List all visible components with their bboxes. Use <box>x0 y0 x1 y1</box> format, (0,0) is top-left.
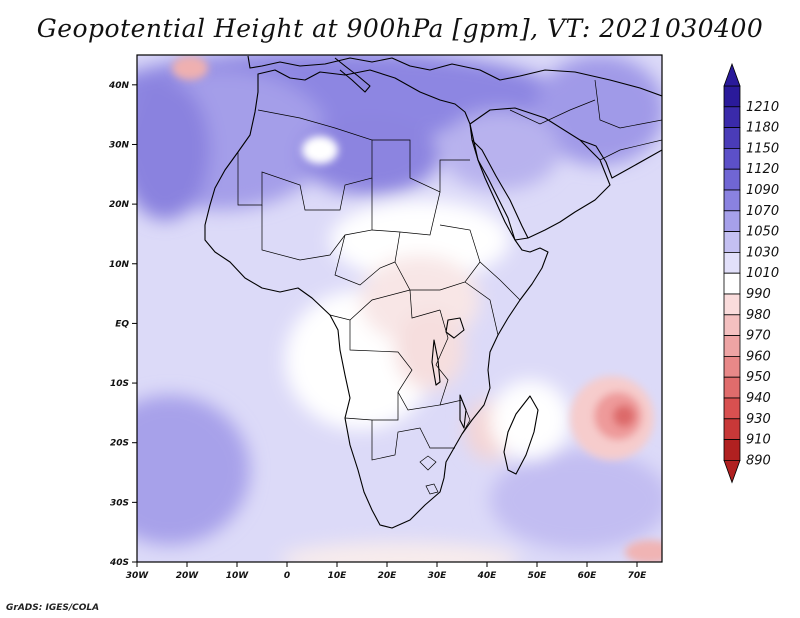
colorbar-segment <box>723 293 741 316</box>
lat-tick-label: 20N <box>109 200 130 210</box>
colorbar-segment <box>723 210 741 233</box>
colorbar-label: 1070 <box>746 204 779 219</box>
colorbar-label: 990 <box>746 287 771 302</box>
lat-tick-label: 10N <box>109 260 130 270</box>
persian-gulf <box>579 139 662 179</box>
colorbar-label: 950 <box>746 370 771 385</box>
lon-tick-label: 0 <box>284 571 290 581</box>
europe-coast <box>247 55 662 97</box>
colorbar-segment <box>723 439 741 461</box>
lake-victoria <box>445 317 465 339</box>
colorbar-segment <box>723 85 741 108</box>
colorbar-segment <box>723 127 741 149</box>
colorbar-label: 970 <box>746 329 771 344</box>
lon-tick-label: 20W <box>176 571 200 581</box>
colorbar-label: 980 <box>746 308 771 323</box>
map-figure: 40N 30N 20N 10N EQ 10S 20S 30S 40S 30W 20W 10W 0 10E… <box>108 54 779 581</box>
lon-tick-label: 40E <box>477 571 498 581</box>
colorbar-min-arrow <box>723 460 741 484</box>
colorbar-label: 1050 <box>746 225 779 240</box>
colorbar-label: 910 <box>746 433 771 448</box>
colorbar-segment <box>723 106 741 129</box>
lon-tick-label: 30W <box>126 571 150 581</box>
colorbar-label: 930 <box>746 412 771 427</box>
colorbar-max-arrow <box>723 62 741 87</box>
colorbar-segment <box>723 168 741 191</box>
lat-tick-label: 20S <box>110 439 129 449</box>
lon-tick-label: 10W <box>226 571 250 581</box>
colorbar-label: 1090 <box>746 183 779 198</box>
colorbar-segment <box>723 397 741 420</box>
lon-tick-label: 60E <box>578 571 598 581</box>
colorbar-segment <box>723 376 741 399</box>
lat-tick-label: 40N <box>108 81 130 91</box>
colorbar-label: 1120 <box>746 162 779 177</box>
country-borders <box>237 79 662 495</box>
madagascar <box>503 395 539 475</box>
lat-tick-label: 30N <box>109 140 130 150</box>
colorbar-label: 1010 <box>746 266 779 281</box>
colorbar-label: 1030 <box>746 245 779 260</box>
latitude-axis: 40N 30N 20N 10N EQ 10S 20S 30S 40S <box>108 81 137 568</box>
arabian-peninsula <box>469 107 611 241</box>
colorbar-segment <box>723 314 741 336</box>
colorbar-label: 1210 <box>746 100 779 115</box>
lon-tick-label: 50E <box>528 571 548 581</box>
colorbar-label: 940 <box>746 391 771 406</box>
colorbar-segment <box>723 418 741 440</box>
lon-tick-label: 70E <box>628 571 648 581</box>
lon-tick-label: 20E <box>378 571 398 581</box>
lon-tick-label: 30E <box>428 571 448 581</box>
chart-title: Geopotential Height at 900hPa [gpm], VT:… <box>36 14 764 43</box>
lat-tick-label: 10S <box>110 379 129 389</box>
longitude-axis: 30W 20W 10W 0 10E 20E 30E 40E 50E 60E 70E <box>126 562 647 581</box>
colorbar-segment <box>723 335 741 357</box>
lon-tick-label: 10E <box>328 571 348 581</box>
height-field <box>137 55 662 562</box>
lat-tick-label: EQ <box>115 319 129 329</box>
lat-tick-label: 30S <box>110 498 129 508</box>
colorbar-segment <box>723 355 741 378</box>
lake-tanganyika <box>431 339 441 386</box>
map-frame <box>136 54 663 563</box>
colorbar-label: 1150 <box>746 141 779 156</box>
colorbar-segment <box>723 272 741 295</box>
red-sea <box>471 139 529 239</box>
lat-tick-label: 40S <box>109 558 129 568</box>
grads-credit: GrADS: IGES/COLA <box>6 603 100 613</box>
italy <box>334 57 371 93</box>
colorbar-segment <box>723 231 741 253</box>
colorbar-segment <box>723 251 741 274</box>
colorbar-segment <box>723 147 741 170</box>
colorbar-label: 960 <box>746 349 771 364</box>
colorbar: 1210 1180 1150 1120 1090 1070 1050 1030 1010 990 9… <box>723 62 779 484</box>
colorbar-label: 890 <box>746 453 771 468</box>
colorbar-segment <box>723 189 741 212</box>
colorbar-label: 1180 <box>746 121 779 136</box>
